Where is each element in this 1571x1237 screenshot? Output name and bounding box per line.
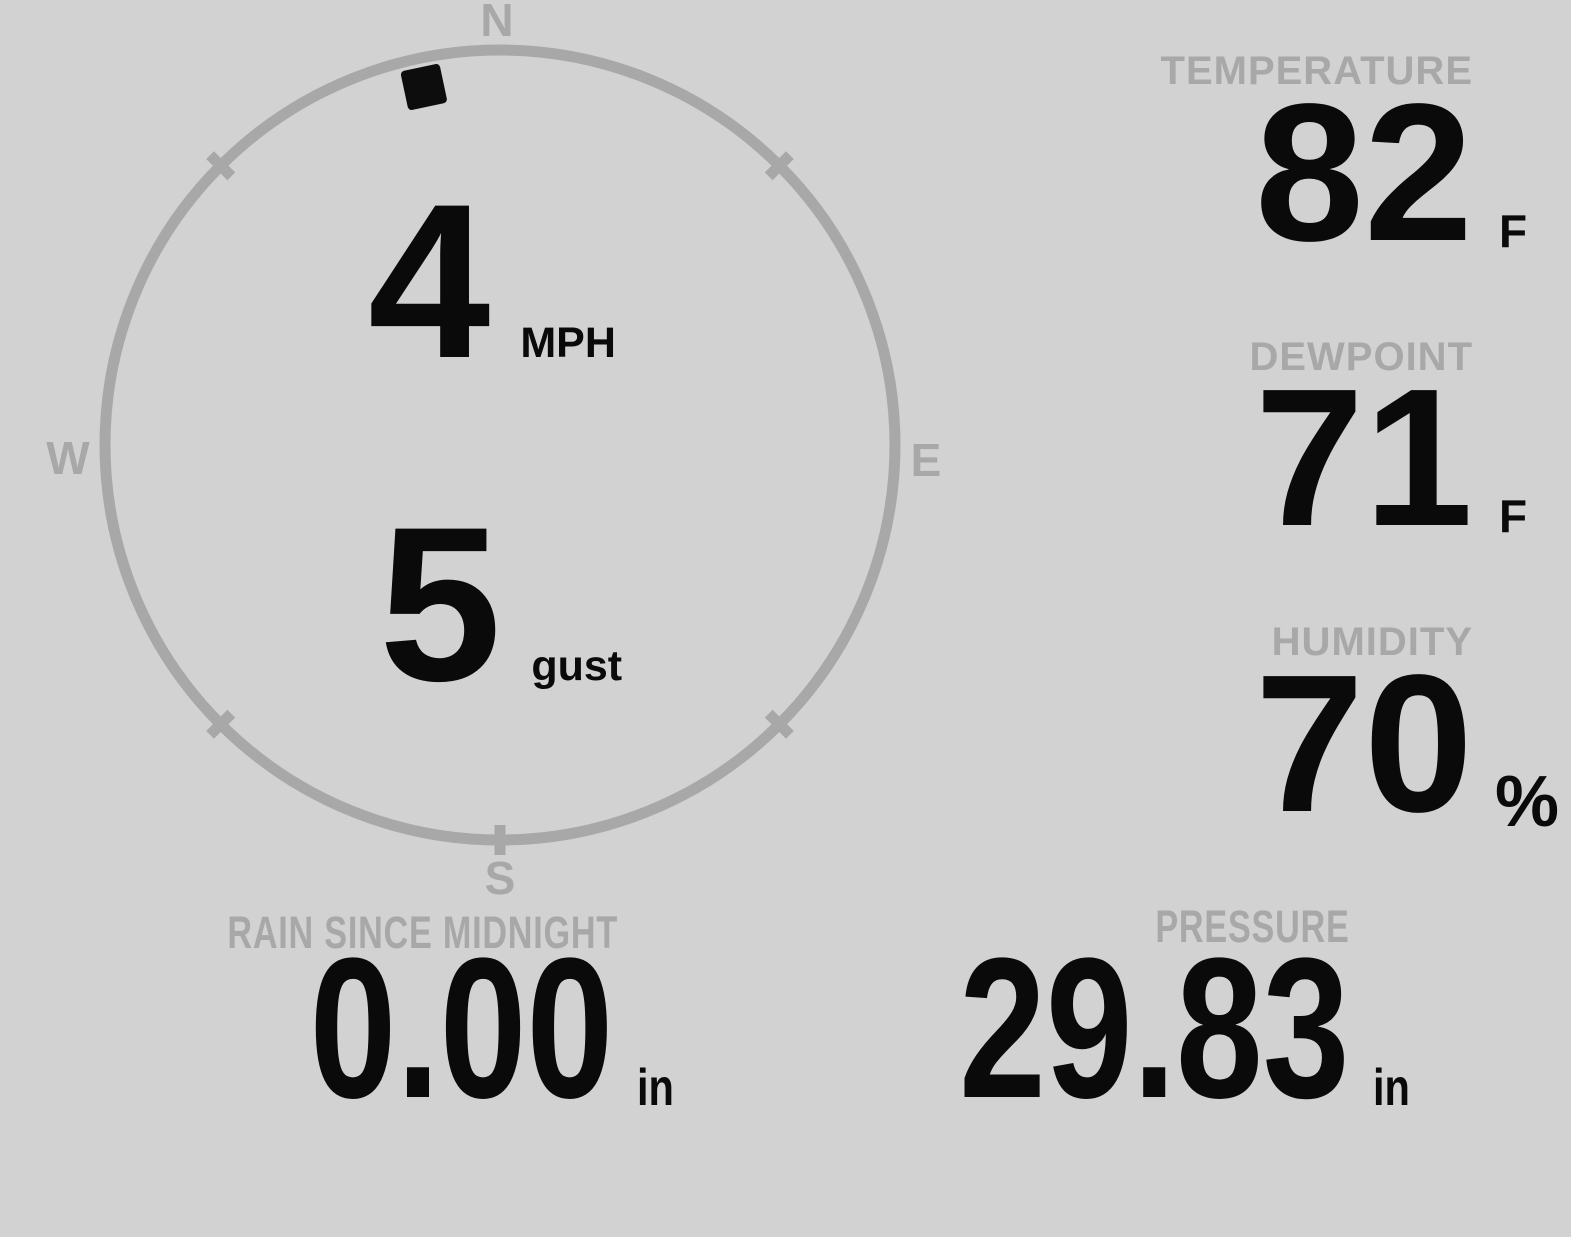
compass-label-east: E [910,434,942,486]
dewpoint-value: 71 [1254,348,1473,567]
humidity-readout: 70 % [1254,634,1559,853]
compass-label-north: N [480,0,514,46]
wind-speed-readout: 4 MPH [368,171,616,391]
rain-label: RAIN SINCE MIDNIGHT [227,907,618,958]
rain-value: 0.00 [309,917,613,1140]
compass-tick-nw [206,151,236,181]
humidity-value: 70 [1254,634,1473,853]
wind-gust-value: 5 [379,481,502,727]
wind-direction-marker [400,64,447,110]
humidity-label: HUMIDITY [1271,620,1473,664]
compass-tick-s [494,825,506,855]
pressure-unit: in [1373,1059,1410,1117]
humidity-unit: % [1495,762,1560,842]
compass-tick-se [764,709,794,739]
pressure-readout: 29.83 in [849,917,1410,1140]
wind-compass-dial [99,44,901,855]
dewpoint-readout: 71 F [1254,348,1527,567]
compass-ticks [206,151,794,855]
compass-label-west: W [46,432,90,484]
rain-readout: 0.00 in [224,917,674,1140]
compass-tick-sw [206,709,236,739]
pressure-value: 29.83 [958,917,1349,1140]
temperature-unit: F [1499,205,1528,257]
wind-speed-unit: MPH [520,319,616,367]
dewpoint-unit: F [1499,490,1528,542]
dewpoint-label: DEWPOINT [1249,335,1473,379]
temperature-label: TEMPERATURE [1160,49,1473,93]
wind-gust-readout: 5 gust [379,494,622,714]
rain-unit: in [637,1059,674,1117]
wind-gust-unit: gust [531,642,623,690]
temperature-readout: 82 F [1254,63,1527,282]
pressure-label: PRESSURE [1155,901,1350,952]
wind-speed-value: 4 [368,158,491,404]
compass-label-south: S [484,852,516,904]
temperature-value: 82 [1254,63,1473,282]
compass-tick-ne [764,151,794,181]
